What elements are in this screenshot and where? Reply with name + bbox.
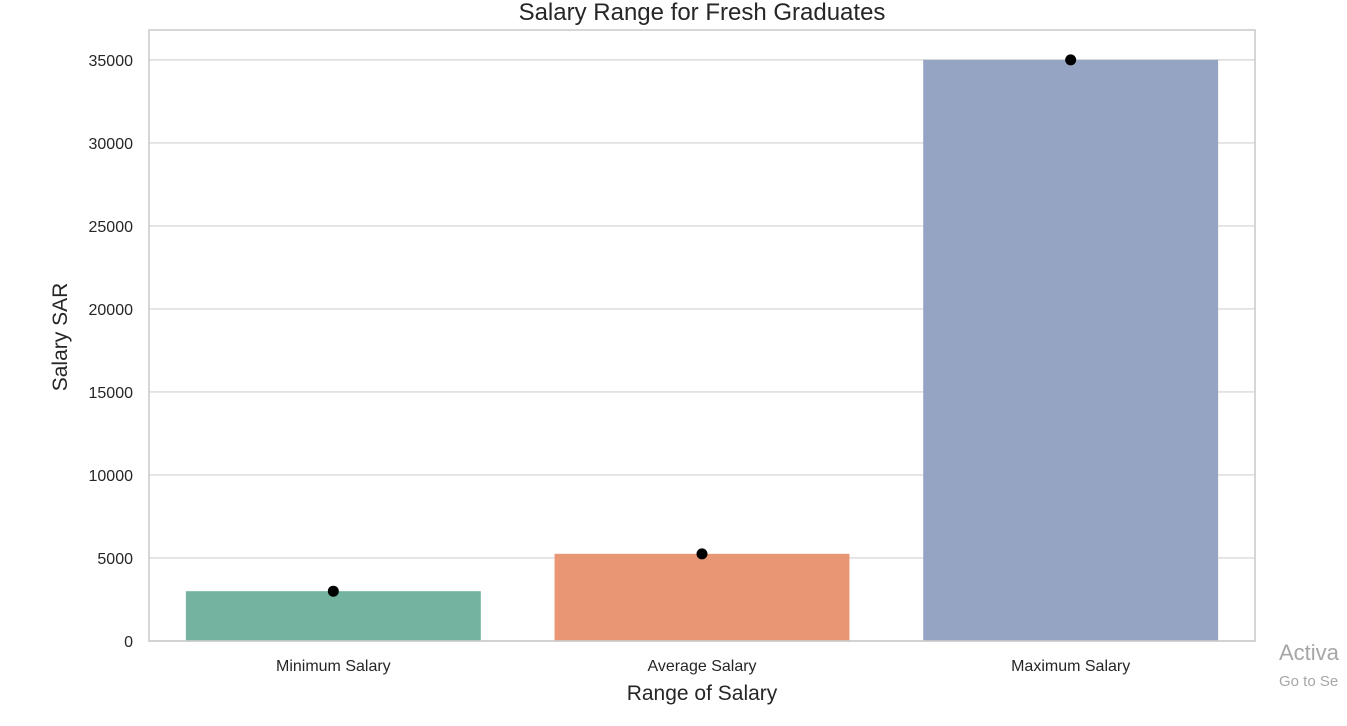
y-tick-label: 10000 bbox=[89, 468, 134, 485]
y-tick-label: 0 bbox=[124, 634, 133, 651]
y-tick-label: 25000 bbox=[89, 219, 134, 236]
y-tick-label: 5000 bbox=[97, 551, 133, 568]
plot-frame bbox=[148, 29, 1256, 642]
y-tick-label: 15000 bbox=[89, 385, 134, 402]
value-marker bbox=[696, 548, 708, 560]
x-axis-label: Range of Salary bbox=[627, 682, 778, 705]
bar-average-salary bbox=[554, 553, 850, 641]
gridlines bbox=[149, 59, 1255, 642]
value-marker bbox=[327, 585, 339, 597]
value-markers bbox=[327, 54, 1077, 597]
watermark-activate-text: Activa bbox=[1279, 640, 1339, 665]
watermark-goto-text: Go to Se bbox=[1279, 673, 1339, 690]
bars bbox=[185, 59, 1219, 642]
x-tick-label: Minimum Salary bbox=[276, 658, 391, 675]
chart-title: Salary Range for Fresh Graduates bbox=[519, 0, 886, 26]
x-tick-labels: Minimum Salary Average Salary Maximum Sala… bbox=[276, 658, 1130, 675]
value-marker bbox=[1065, 54, 1077, 66]
x-tick-label: Average Salary bbox=[647, 658, 756, 675]
y-tick-label: 30000 bbox=[89, 136, 134, 153]
y-tick-label: 35000 bbox=[89, 53, 134, 70]
bar-minimum-salary bbox=[185, 591, 481, 641]
y-tick-label: 20000 bbox=[89, 302, 134, 319]
y-axis-label: Salary SAR bbox=[49, 283, 72, 392]
x-tick-label: Maximum Salary bbox=[1011, 658, 1130, 675]
y-tick-labels: 0 5000 10000 15000 20000 25000 30000 35000 bbox=[89, 53, 134, 651]
bar-maximum-salary bbox=[923, 59, 1219, 642]
